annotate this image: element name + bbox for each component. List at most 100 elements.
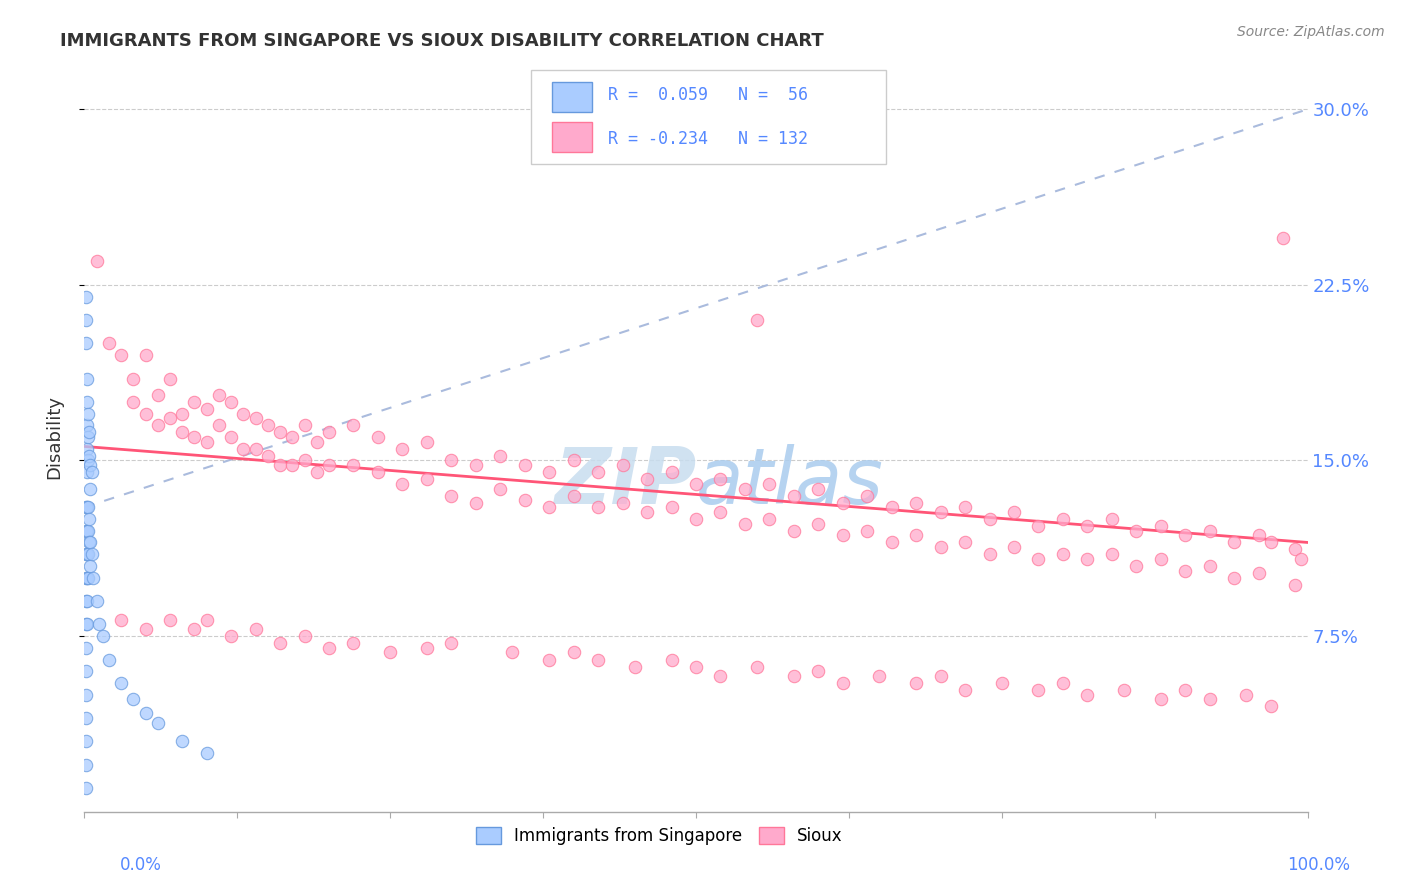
Point <box>75 734 97 748</box>
Text: atlas: atlas <box>696 444 884 520</box>
Point <box>905 528 928 542</box>
Point <box>1198 692 1220 706</box>
Point <box>87 617 110 632</box>
Point <box>76 465 98 479</box>
Point <box>305 465 328 479</box>
Point <box>91 629 114 643</box>
Point <box>1272 231 1295 245</box>
Point <box>562 489 585 503</box>
Point <box>391 442 413 456</box>
Point <box>440 636 463 650</box>
Point <box>79 458 101 473</box>
Point <box>538 652 561 666</box>
Point <box>75 640 97 655</box>
Point <box>953 535 976 549</box>
Point <box>342 458 364 473</box>
Point <box>831 495 853 509</box>
Point <box>1052 676 1074 690</box>
Point <box>1291 551 1313 566</box>
Point <box>636 505 658 519</box>
Point <box>76 571 98 585</box>
Point <box>77 453 100 467</box>
Point <box>661 652 683 666</box>
Point <box>1223 535 1246 549</box>
Point <box>747 313 769 327</box>
Point <box>440 453 463 467</box>
Point <box>636 472 658 486</box>
Point <box>734 516 756 531</box>
Point <box>685 476 707 491</box>
Point <box>562 453 585 467</box>
Point <box>75 500 97 515</box>
Point <box>905 676 928 690</box>
Point <box>624 659 647 673</box>
Point <box>245 442 267 456</box>
Point <box>807 516 830 531</box>
Point <box>75 617 97 632</box>
Point <box>880 500 903 515</box>
Point <box>172 734 194 748</box>
Point <box>661 465 683 479</box>
Text: R =  0.059   N =  56: R = 0.059 N = 56 <box>607 87 808 104</box>
Point <box>294 629 316 643</box>
Point <box>269 458 291 473</box>
Point <box>905 495 928 509</box>
Point <box>1028 519 1050 533</box>
Point <box>77 407 100 421</box>
Text: ZIP: ZIP <box>554 444 696 520</box>
Point <box>257 449 280 463</box>
Point <box>734 482 756 496</box>
Point <box>318 640 340 655</box>
Point <box>1076 519 1098 533</box>
Point <box>269 636 291 650</box>
Point <box>1223 571 1246 585</box>
Point <box>1150 692 1173 706</box>
Point <box>538 465 561 479</box>
Bar <box>551 122 592 153</box>
Point <box>159 371 181 385</box>
Point <box>538 500 561 515</box>
Point <box>318 458 340 473</box>
Point <box>294 453 316 467</box>
Point <box>1236 688 1258 702</box>
Point <box>135 706 157 721</box>
Point <box>305 434 328 449</box>
Point <box>929 505 952 519</box>
Point <box>758 476 780 491</box>
Point <box>86 254 108 268</box>
Point <box>880 535 903 549</box>
Point <box>747 659 769 673</box>
Point <box>75 688 97 702</box>
Point <box>661 500 683 515</box>
Point <box>208 388 231 402</box>
Point <box>195 401 218 416</box>
Point <box>232 442 254 456</box>
Text: Source: ZipAtlas.com: Source: ZipAtlas.com <box>1237 25 1385 39</box>
Point <box>75 289 97 303</box>
Point <box>172 425 194 440</box>
Point <box>219 395 242 409</box>
Point <box>77 535 100 549</box>
Point <box>856 489 879 503</box>
Point <box>1174 683 1197 698</box>
FancyBboxPatch shape <box>531 70 886 163</box>
Point <box>110 348 132 362</box>
Point <box>929 540 952 554</box>
Point <box>76 617 98 632</box>
Point <box>76 418 98 433</box>
Point <box>86 594 108 608</box>
Point <box>856 524 879 538</box>
Point <box>76 524 98 538</box>
Point <box>489 482 512 496</box>
Point <box>183 395 205 409</box>
Point <box>1125 524 1147 538</box>
Point <box>831 676 853 690</box>
Point <box>80 465 103 479</box>
Point <box>281 430 304 444</box>
Point <box>1284 577 1306 591</box>
Point <box>79 482 101 496</box>
Point <box>75 664 97 679</box>
Point <box>1101 547 1123 561</box>
Point <box>953 683 976 698</box>
Point <box>1002 505 1025 519</box>
